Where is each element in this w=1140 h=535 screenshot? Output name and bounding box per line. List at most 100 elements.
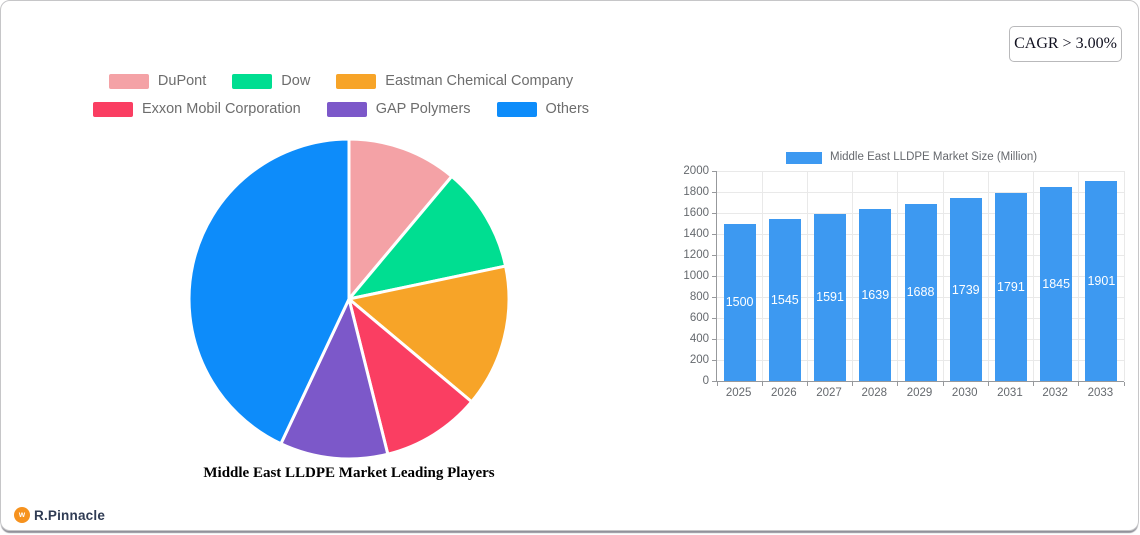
legend-item-eastman-chemical-company[interactable]: Eastman Chemical Company xyxy=(336,73,573,90)
y-tick-label: 0 xyxy=(702,375,709,387)
y-tick xyxy=(712,233,717,235)
bar-2027: 1591 xyxy=(814,213,847,381)
bar-2032: 1845 xyxy=(1040,187,1073,381)
y-tick-label: 1000 xyxy=(683,270,709,282)
gridline xyxy=(761,171,763,381)
legend-item-dow[interactable]: Dow xyxy=(232,73,310,90)
x-tick-label: 2026 xyxy=(771,387,797,399)
y-tick-label: 400 xyxy=(689,333,709,345)
bar-2033: 1901 xyxy=(1085,181,1118,381)
gridline xyxy=(1078,171,1080,381)
pie-chart xyxy=(187,137,511,461)
x-tick-label: 2032 xyxy=(1042,387,1068,399)
y-tick xyxy=(712,317,717,319)
legend-item-gap-polymers[interactable]: GAP Polymers xyxy=(326,101,471,118)
pie-slice-dupont xyxy=(347,137,454,301)
gridline xyxy=(717,191,1124,193)
y-tick-label: 1200 xyxy=(683,249,709,261)
legend-label: Exxon Mobil Corporation xyxy=(141,101,301,117)
x-tick-label: 2029 xyxy=(906,387,933,399)
legend-swatch-icon xyxy=(232,74,273,89)
bar-legend-label: Middle East LLDPE Market Size (Million) xyxy=(830,151,1038,163)
pie-legend: DuPont Dow Eastman Chemical Company Exxon M… xyxy=(51,73,631,118)
cagr-badge: CAGR > 3.00% xyxy=(1009,26,1122,62)
y-tick-label: 1400 xyxy=(683,228,709,240)
legend-item-exxon-mobil-corporation[interactable]: Exxon Mobil Corporation xyxy=(92,101,301,118)
gridline xyxy=(987,171,989,381)
y-tick xyxy=(712,212,717,214)
x-tick xyxy=(1078,382,1080,386)
x-tick xyxy=(1033,382,1035,386)
x-tick xyxy=(761,382,763,386)
bar-2025: 1500 xyxy=(723,223,756,381)
gridline xyxy=(806,171,808,381)
bar-2031: 1791 xyxy=(994,192,1027,381)
gridline xyxy=(1123,171,1125,381)
y-tick-label: 200 xyxy=(689,354,709,366)
bar-legend-swatch-icon xyxy=(786,151,822,164)
bar-value-label: 1901 xyxy=(1087,274,1116,289)
legend-label: Eastman Chemical Company xyxy=(385,73,574,89)
gridline xyxy=(717,170,1124,172)
y-tick-label: 800 xyxy=(689,291,709,303)
x-tick xyxy=(852,382,854,386)
bar-value-label: 1791 xyxy=(997,279,1025,294)
brand-logo: w R.Pinnacle xyxy=(14,507,105,523)
bar-2028: 1639 xyxy=(859,208,892,381)
legend-swatch-icon xyxy=(108,74,149,89)
gridline xyxy=(852,171,854,381)
x-tick xyxy=(806,382,808,386)
legend-label: Others xyxy=(545,101,590,117)
x-tick xyxy=(716,382,718,386)
y-tick xyxy=(712,275,717,277)
logo-mark-icon: w xyxy=(14,507,30,523)
legend-label: DuPont xyxy=(157,73,207,89)
cagr-label: CAGR > 3.00% xyxy=(1014,35,1117,52)
y-tick-label: 1800 xyxy=(683,186,709,198)
bar-value-label: 1591 xyxy=(816,290,844,305)
x-tick-label: 2027 xyxy=(816,387,842,399)
legend-label: GAP Polymers xyxy=(375,101,471,117)
pie-chart-title: Middle East LLDPE Market Leading Players xyxy=(203,465,495,481)
bar-value-label: 1739 xyxy=(951,282,980,297)
bar-value-label: 1688 xyxy=(906,285,935,300)
pie-slice-others xyxy=(187,137,351,446)
x-tick xyxy=(897,382,899,386)
legend-swatch-icon xyxy=(336,74,377,89)
y-tick xyxy=(712,338,717,340)
pie-slice-dow xyxy=(347,174,508,301)
bar-2026: 1545 xyxy=(768,218,801,381)
x-tick xyxy=(1123,382,1125,386)
bar-legend-item[interactable]: Middle East LLDPE Market Size (Million) xyxy=(786,149,1037,166)
x-tick xyxy=(942,382,944,386)
legend-item-dupont[interactable]: DuPont xyxy=(108,73,207,90)
brand-name: R.Pinnacle xyxy=(34,507,106,523)
bar-xaxis-labels: 2025 2026 2027 2028 2029 2030 2031 2032 2033 xyxy=(716,387,1123,401)
bar-value-label: 1545 xyxy=(770,292,799,307)
y-tick-label: 2000 xyxy=(683,165,709,177)
legend-item-others[interactable]: Others xyxy=(496,101,590,118)
y-tick-label: 600 xyxy=(689,312,709,324)
y-tick xyxy=(712,359,717,361)
pie-slice-eastman-chemical-company xyxy=(347,264,511,404)
y-tick xyxy=(712,191,717,193)
x-tick-label: 2033 xyxy=(1087,387,1114,399)
gridline xyxy=(942,171,944,381)
bar-value-label: 1639 xyxy=(861,287,890,302)
y-tick xyxy=(712,296,717,298)
bar-2030: 1739 xyxy=(949,198,982,381)
bar-yaxis-labels: 0 200 400 600 800 1000 1200 1400 1600 1800 2000 xyxy=(641,165,709,387)
pie-slice-gap-polymers xyxy=(279,297,390,461)
y-tick xyxy=(712,170,717,172)
x-tick-label: 2031 xyxy=(997,387,1023,399)
legend-label: Dow xyxy=(281,73,311,89)
y-tick-label: 1600 xyxy=(683,207,709,219)
legend-swatch-icon xyxy=(92,102,133,117)
bar-plot-area: 1500 1545 1591 1639 1688 1739 1791 1845 1901 xyxy=(712,170,1125,386)
bar-2029: 1688 xyxy=(904,203,937,381)
x-tick-label: 2028 xyxy=(861,387,888,399)
x-tick xyxy=(987,382,989,386)
gridline xyxy=(897,171,899,381)
bar-value-label: 1845 xyxy=(1042,277,1071,292)
y-tick xyxy=(712,380,717,382)
